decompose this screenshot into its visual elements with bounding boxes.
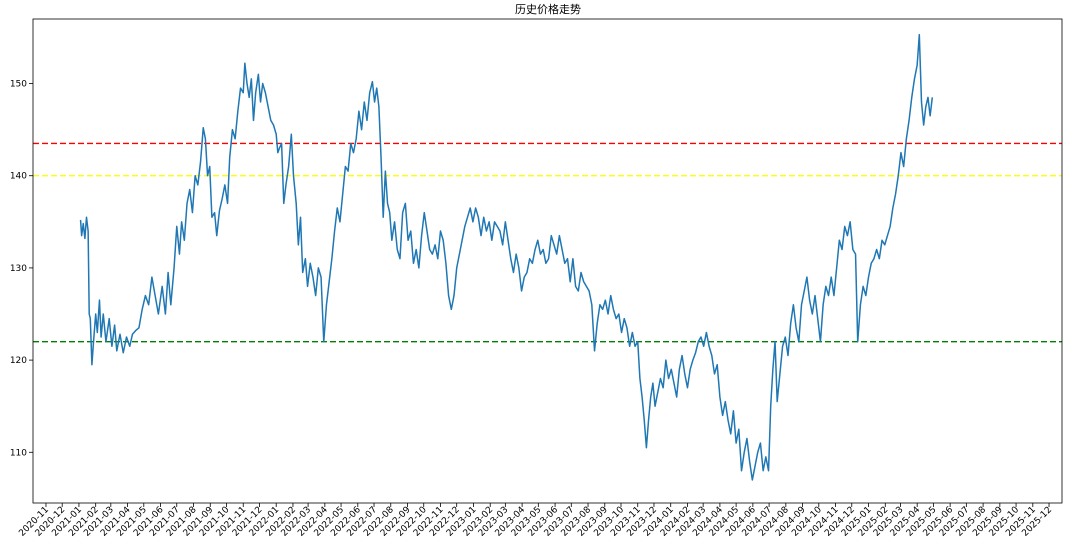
y-tick-label: 150 <box>10 80 27 90</box>
series-layer <box>79 33 934 481</box>
price-series-line <box>79 33 934 481</box>
y-tick-label: 110 <box>10 448 27 458</box>
plot-area-frame <box>32 18 1063 504</box>
y-tick-label: 120 <box>10 356 27 366</box>
y-tick-label: 130 <box>10 264 27 274</box>
x-axis: 2020-112020-122021-012021-022021-032021-… <box>17 503 1054 539</box>
reference-lines <box>33 142 1062 343</box>
chart-title: 历史价格走势 <box>515 2 581 16</box>
y-axis: 110 120 130 140 150 <box>10 80 33 458</box>
y-tick-label: 140 <box>10 172 27 182</box>
